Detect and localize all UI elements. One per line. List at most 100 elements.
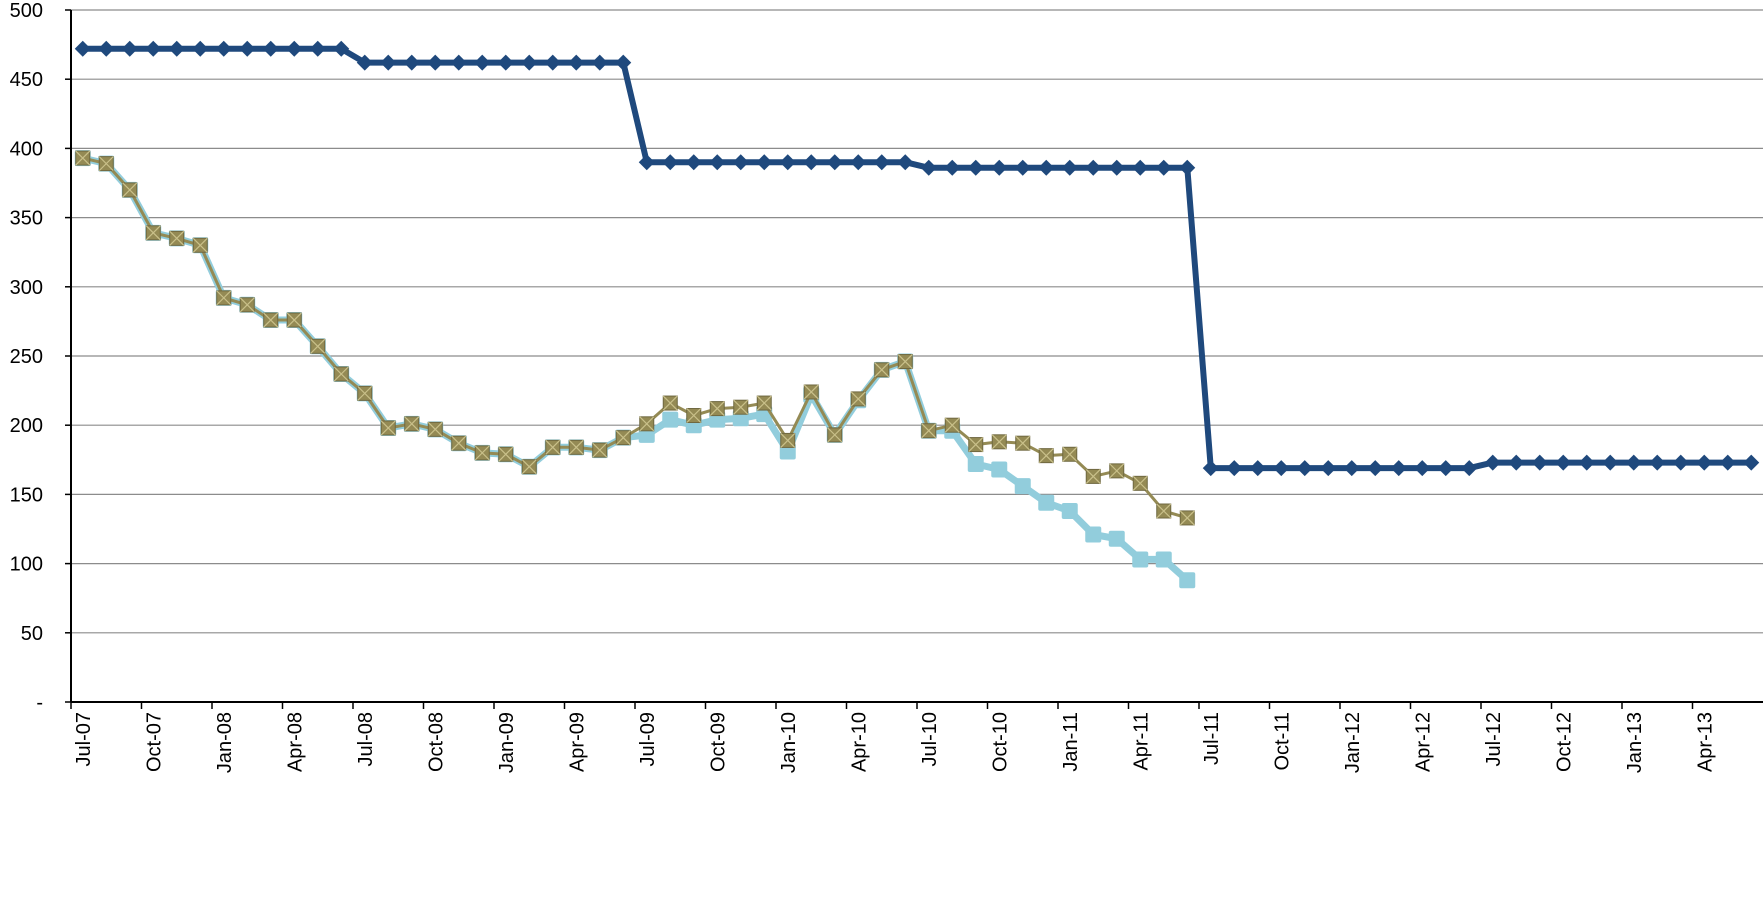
data-point [1155, 159, 1172, 176]
data-point [286, 40, 303, 57]
x-tick-label: Jan-11 [1060, 712, 1082, 772]
x-tick-label: Jul-12 [1483, 712, 1505, 766]
data-point [98, 40, 115, 57]
x-tick-label: Jul-07 [73, 712, 95, 766]
data-point [309, 40, 326, 57]
data-point-cross [686, 408, 702, 423]
data-point-cross [98, 156, 114, 172]
data-point-cross [498, 446, 514, 462]
data-point [544, 54, 561, 71]
data-point [521, 54, 538, 71]
x-tick-label: Jul-11 [1201, 712, 1223, 765]
data-point [1061, 503, 1078, 520]
data-point-cross [592, 442, 608, 458]
series-1 [74, 40, 1760, 477]
y-axis-tick-labels: - 50 100 150 200 250 300 350 400 450 500 [10, 0, 43, 714]
data-point [1437, 460, 1454, 477]
data-point-cross [615, 430, 631, 446]
data-point-cross [639, 416, 655, 432]
data-point [685, 154, 702, 171]
data-point [1531, 454, 1548, 471]
data-point-cross [874, 362, 890, 378]
data-point [897, 154, 914, 171]
x-tick-label: Oct-07 [143, 712, 165, 772]
y-tick-label: 150 [10, 484, 43, 506]
y-tick-label: 100 [10, 554, 43, 576]
data-point [662, 411, 679, 428]
data-point-cross [380, 420, 396, 436]
data-point [568, 54, 585, 71]
data-point [803, 154, 820, 171]
data-point-cross [803, 384, 819, 400]
data-point [615, 54, 632, 71]
x-tick-label: Apr-08 [284, 712, 306, 772]
data-point [121, 40, 138, 57]
data-point [920, 159, 937, 176]
y-tick-label: 250 [10, 346, 43, 368]
y-tick-label: 400 [10, 138, 43, 160]
series-group [74, 40, 1760, 589]
data-point [1179, 572, 1196, 589]
data-point [1320, 460, 1337, 477]
data-point [1484, 454, 1501, 471]
series-line [79, 154, 1191, 584]
x-tick-label: Apr-12 [1412, 712, 1434, 772]
data-point-cross [216, 290, 232, 306]
data-point [1038, 159, 1055, 176]
data-point-cross [1132, 475, 1148, 491]
data-point-cross [427, 421, 443, 437]
data-point [850, 154, 867, 171]
data-point [756, 154, 773, 171]
data-point [497, 54, 514, 71]
data-point [1155, 551, 1172, 568]
y-tick-label: 300 [10, 277, 43, 299]
data-point-cross [662, 395, 678, 411]
x-tick-label: Jan-09 [496, 712, 518, 773]
data-point [1508, 454, 1525, 471]
data-point [215, 40, 232, 57]
data-point-cross [169, 230, 185, 246]
data-point [591, 54, 608, 71]
data-point-cross [944, 417, 960, 433]
data-point [239, 40, 256, 57]
data-point-cross [310, 338, 326, 354]
data-point-cross [333, 366, 349, 382]
data-point-cross [521, 459, 537, 475]
data-point-cross [192, 237, 208, 253]
data-point-cross [75, 150, 91, 166]
data-point-cross [451, 435, 467, 451]
data-point [474, 54, 491, 71]
data-point-cross [991, 434, 1007, 450]
data-point [1108, 530, 1125, 547]
data-point-cross [1109, 463, 1125, 479]
x-tick-label: Oct-12 [1553, 712, 1575, 772]
data-point [1602, 454, 1619, 471]
data-point [145, 40, 162, 57]
y-tick-label: 350 [10, 208, 43, 230]
x-tick-label: Jan-13 [1624, 712, 1646, 773]
data-point [1367, 460, 1384, 477]
x-tick-label: Oct-10 [989, 712, 1011, 772]
x-tick-label: Apr-09 [566, 712, 588, 772]
data-point [1390, 460, 1407, 477]
x-tick-label: Apr-11 [1130, 712, 1152, 771]
data-point-cross [1038, 448, 1054, 464]
data-point [1085, 526, 1102, 543]
data-point [262, 40, 279, 57]
data-point [356, 54, 373, 71]
data-point [779, 154, 796, 171]
data-point-cross [1156, 503, 1172, 519]
series-3 [75, 150, 1195, 526]
x-tick-label: Jan-10 [778, 712, 800, 773]
data-point [991, 159, 1008, 176]
data-point-cross [968, 437, 984, 453]
data-point-cross [286, 312, 302, 328]
y-tick-label: 200 [10, 415, 43, 437]
data-point [450, 54, 467, 71]
data-point [1132, 159, 1149, 176]
data-point-cross [1015, 435, 1031, 451]
data-point [1132, 551, 1149, 568]
data-point [1578, 454, 1595, 471]
data-point [1719, 454, 1736, 471]
